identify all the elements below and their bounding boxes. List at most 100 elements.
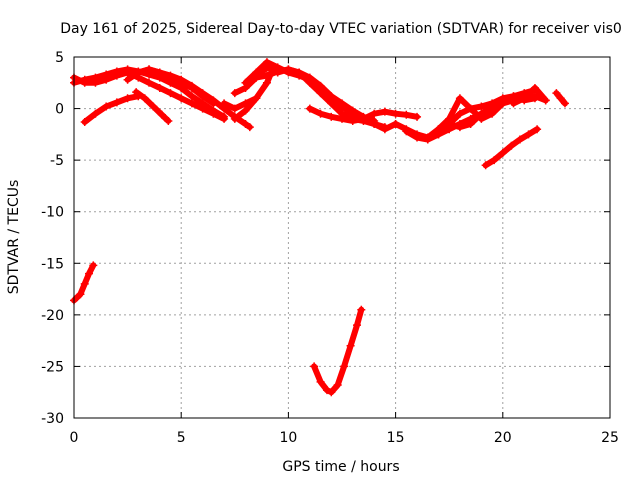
data-point-marker <box>166 89 175 98</box>
data-point-marker <box>80 75 89 84</box>
y-tick-label: -5 <box>50 153 64 169</box>
data-point-marker <box>91 73 100 82</box>
data-point-marker <box>533 125 542 134</box>
data-point-marker <box>209 96 218 105</box>
data-point-marker <box>166 71 175 80</box>
data-point-marker <box>507 141 516 150</box>
data-point-marker <box>134 68 143 77</box>
data-point-marker <box>262 78 271 87</box>
y-tick-label: -10 <box>41 205 64 221</box>
data-point-marker <box>370 116 379 125</box>
data-point-marker <box>80 117 89 126</box>
data-point-marker <box>346 341 355 350</box>
data-point-marker <box>140 94 149 103</box>
data-point-marker <box>402 127 411 136</box>
data-point-marker <box>380 123 389 132</box>
data-point-marker <box>155 68 164 77</box>
data-point-marker <box>241 78 250 87</box>
data-point-marker <box>123 65 132 74</box>
data-point-marker <box>541 96 550 105</box>
series-line <box>510 84 549 107</box>
y-tick-label: 5 <box>55 50 64 66</box>
data-point-marker <box>552 89 561 98</box>
data-point-marker <box>509 92 518 101</box>
data-point-marker <box>187 99 196 108</box>
x-tick-label: 5 <box>177 430 186 446</box>
x-tick-label: 10 <box>279 430 297 446</box>
data-point-marker <box>112 98 121 107</box>
data-point-marker <box>455 123 464 132</box>
y-tick-label: -25 <box>41 359 64 375</box>
data-point-marker <box>327 112 336 121</box>
series-line <box>71 262 97 304</box>
data-point-marker <box>327 388 336 397</box>
data-point-marker <box>353 321 362 330</box>
data-point-marker <box>423 133 432 142</box>
data-point-marker <box>348 116 357 125</box>
series-track-21 <box>552 89 569 108</box>
data-point-marker <box>524 130 533 139</box>
data-point-marker <box>490 156 499 165</box>
data-point-marker <box>145 78 154 87</box>
data-point-marker <box>245 123 254 132</box>
data-point-marker <box>112 67 121 76</box>
data-point-marker <box>209 106 218 115</box>
data-point-marker <box>338 99 346 108</box>
data-point-marker <box>262 58 271 67</box>
data-point-marker <box>370 109 379 118</box>
data-point-marker <box>177 75 186 84</box>
data-point-marker <box>413 133 422 142</box>
data-point-marker <box>220 112 229 121</box>
data-point-marker <box>340 362 349 371</box>
data-point-marker <box>402 110 411 119</box>
series-track-12 <box>230 63 278 123</box>
series-track-13 <box>305 104 422 125</box>
data-point-marker <box>230 104 239 113</box>
data-point-marker <box>380 107 389 116</box>
data-point-marker <box>187 92 196 101</box>
data-point-marker <box>413 112 422 121</box>
data-point-marker <box>333 380 342 389</box>
data-point-marker <box>102 102 111 111</box>
data-point-marker <box>241 120 250 129</box>
data-point-marker <box>305 104 314 113</box>
data-point-marker <box>230 114 239 123</box>
y-tick-label: -15 <box>41 256 64 272</box>
data-point-marker <box>455 94 464 103</box>
data-point-marker <box>230 89 239 98</box>
data-point-marker <box>509 99 518 108</box>
data-point-marker <box>434 125 443 134</box>
data-point-marker <box>145 65 154 74</box>
data-point-marker <box>177 94 186 103</box>
data-point-marker <box>91 109 100 118</box>
data-point-marker <box>455 109 464 118</box>
data-point-marker <box>481 161 490 170</box>
series-track-6 <box>132 88 173 125</box>
x-tick-label: 15 <box>387 430 405 446</box>
series-track-1 <box>70 68 229 123</box>
data-point-marker <box>327 92 336 101</box>
data-point-marker <box>520 94 529 103</box>
x-axis-label: GPS time / hours <box>282 459 399 475</box>
data-point-marker <box>198 99 207 108</box>
data-point-marker <box>132 88 141 97</box>
data-point-marker <box>316 109 325 118</box>
plot-frame <box>73 56 611 419</box>
data-point-marker <box>164 116 173 125</box>
series-line <box>81 93 142 125</box>
data-point-marker <box>357 305 366 314</box>
data-point-marker <box>305 73 314 82</box>
data-point-marker <box>123 75 132 84</box>
data-point-marker <box>187 81 196 90</box>
data-point-marker <box>477 102 486 111</box>
series-track-19 <box>481 125 542 170</box>
data-point-marker <box>530 94 539 103</box>
data-point-marker <box>284 65 293 74</box>
data-point-marker <box>515 135 524 144</box>
data-point-marker <box>220 99 229 108</box>
data-point-marker <box>391 109 400 118</box>
x-tick-label: 20 <box>494 430 512 446</box>
data-point-marker <box>89 261 98 270</box>
data-point-marker <box>273 67 282 76</box>
series-track-18 <box>423 96 507 142</box>
